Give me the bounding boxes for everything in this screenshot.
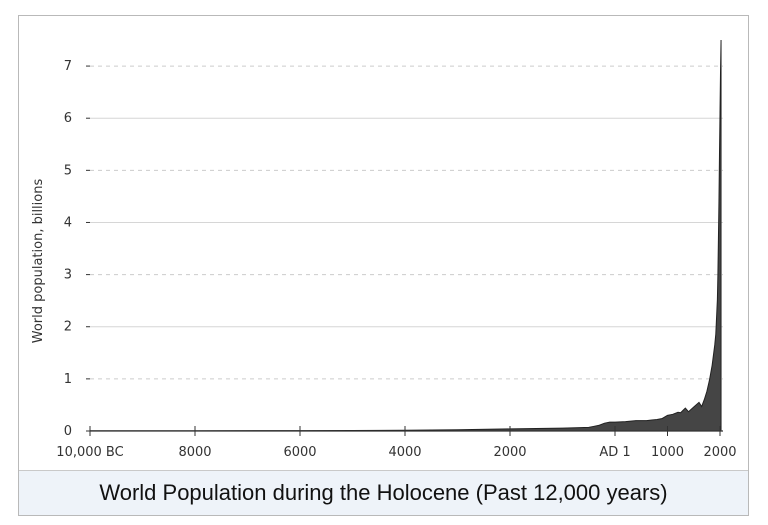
x-tick-label: AD 1 xyxy=(599,445,630,460)
x-tick-label: 10,000 BC xyxy=(56,445,123,460)
x-tick-label: 1000 xyxy=(651,445,684,460)
axes xyxy=(86,65,723,436)
y-tick-label: 7 xyxy=(64,59,72,74)
y-axis-title: World population, billions xyxy=(31,179,46,344)
y-tick-label: 4 xyxy=(64,215,72,230)
x-tick-label: 6000 xyxy=(283,445,316,460)
population-chart: 0 1 2 3 4 5 6 7 10,000 BC 8000 6000 4000 2000 AD 1 100… xyxy=(31,39,737,460)
x-tick-label: 8000 xyxy=(178,445,211,460)
grid-lines xyxy=(90,65,723,380)
y-tick-label: 5 xyxy=(64,163,72,178)
y-tick-label: 0 xyxy=(64,424,72,439)
tick-labels: 0 1 2 3 4 5 6 7 10,000 BC 8000 6000 4000 2000 AD 1 100… xyxy=(56,59,736,460)
x-tick-label: 4000 xyxy=(388,445,421,460)
chart-frame xyxy=(18,15,749,516)
y-tick-label: 3 xyxy=(64,268,72,283)
population-area xyxy=(89,39,722,432)
x-tick-label: 2000 xyxy=(703,445,736,460)
y-tick-label: 6 xyxy=(64,111,72,126)
y-tick-label: 1 xyxy=(64,372,72,387)
x-tick-label: 2000 xyxy=(493,445,526,460)
y-tick-label: 2 xyxy=(64,320,72,335)
chart-caption: World Population during the Holocene (Pa… xyxy=(19,470,748,515)
